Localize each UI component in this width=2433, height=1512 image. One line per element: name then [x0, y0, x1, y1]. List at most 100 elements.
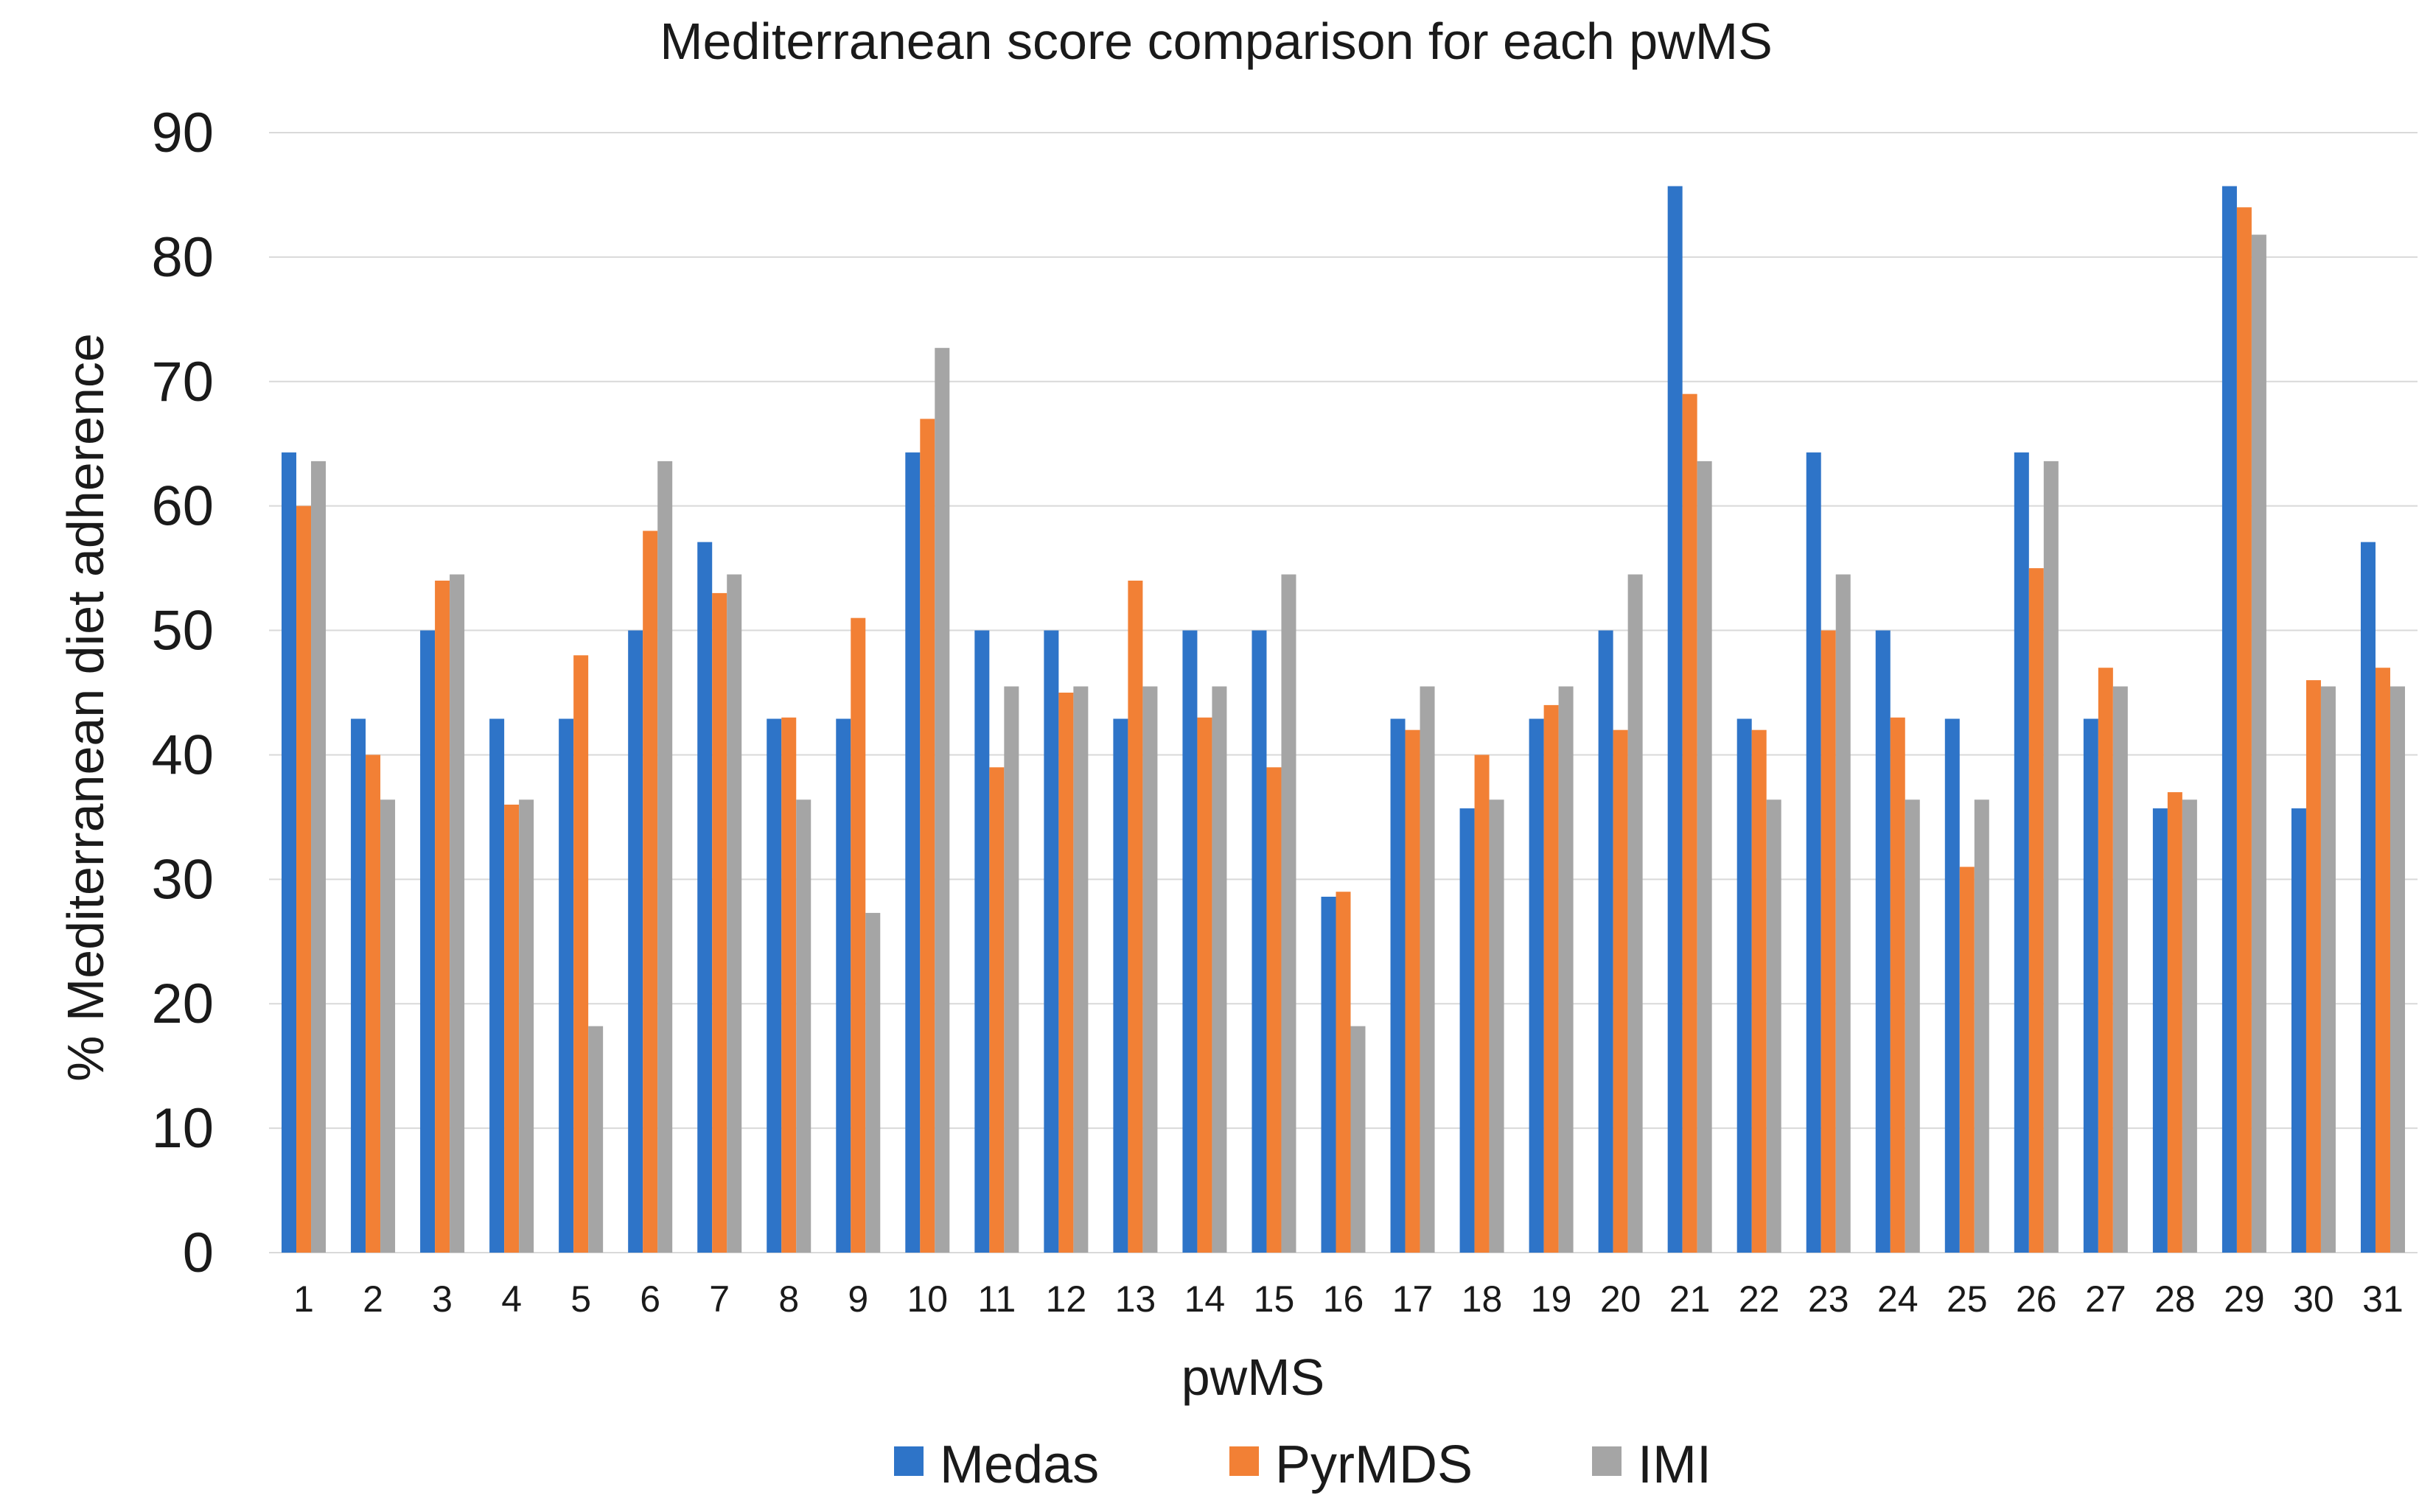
bar-medas-7 — [697, 542, 713, 1253]
bar-imi-11 — [1004, 686, 1019, 1253]
x-tick-label: 29 — [2224, 1278, 2265, 1320]
bar-imi-24 — [1905, 799, 1920, 1253]
x-tick-label: 13 — [1115, 1278, 1156, 1320]
y-tick-label: 40 — [151, 724, 214, 786]
bar-imi-13 — [1142, 686, 1158, 1253]
y-tick-label: 0 — [183, 1222, 214, 1284]
legend-swatch-pyrmds — [1229, 1446, 1259, 1476]
x-tick-label: 12 — [1046, 1278, 1087, 1320]
x-tick-label: 7 — [709, 1278, 730, 1320]
bar-pyrmds-13 — [1128, 581, 1143, 1253]
bar-medas-1 — [282, 452, 297, 1253]
bar-medas-19 — [1529, 718, 1544, 1253]
bar-medas-5 — [559, 718, 574, 1253]
legend: Medas PyrMDS IMI — [894, 1435, 1711, 1494]
bar-imi-5 — [588, 1026, 604, 1253]
bar-imi-4 — [519, 799, 534, 1253]
bar-imi-19 — [1558, 686, 1574, 1253]
bar-medas-17 — [1390, 718, 1406, 1253]
legend-label-medas: Medas — [940, 1435, 1099, 1494]
bar-imi-27 — [2112, 686, 2128, 1253]
x-tick-label: 6 — [640, 1278, 660, 1320]
bar-medas-6 — [628, 630, 643, 1253]
gridlines — [269, 132, 2418, 1253]
bar-pyrmds-19 — [1543, 704, 1559, 1253]
x-tick-label: 28 — [2154, 1278, 2196, 1320]
bar-medas-16 — [1321, 896, 1336, 1253]
bar-pyrmds-14 — [1197, 717, 1212, 1253]
x-tick-label: 14 — [1184, 1278, 1226, 1320]
bar-imi-28 — [2182, 799, 2197, 1253]
x-tick-label: 19 — [1531, 1278, 1572, 1320]
x-tick-label: 16 — [1323, 1278, 1364, 1320]
bar-imi-25 — [1974, 799, 1989, 1253]
legend-swatch-imi — [1592, 1446, 1622, 1476]
x-tick-label: 25 — [1947, 1278, 1988, 1320]
bar-medas-18 — [1459, 808, 1475, 1253]
bar-pyrmds-11 — [989, 767, 1005, 1253]
bar-pyrmds-2 — [366, 755, 381, 1253]
bar-pyrmds-23 — [1821, 630, 1836, 1253]
bar-medas-26 — [2014, 452, 2029, 1253]
bar-imi-8 — [796, 799, 811, 1253]
bar-pyrmds-7 — [712, 592, 727, 1253]
legend-swatch-medas — [894, 1446, 924, 1476]
bar-medas-13 — [1113, 718, 1128, 1253]
y-tick-label: 90 — [151, 102, 214, 164]
x-tick-label: 4 — [501, 1278, 522, 1320]
bar-medas-22 — [1736, 718, 1752, 1253]
bar-pyrmds-12 — [1058, 693, 1074, 1253]
bar-medas-9 — [836, 718, 851, 1253]
bar-medas-30 — [2291, 808, 2306, 1253]
bar-imi-3 — [450, 574, 465, 1253]
bar-pyrmds-8 — [781, 717, 797, 1253]
bar-pyrmds-28 — [2167, 792, 2182, 1253]
x-tick-label: 5 — [570, 1278, 591, 1320]
x-tick-label: 20 — [1600, 1278, 1641, 1320]
bar-medas-31 — [2360, 542, 2376, 1253]
bar-imi-30 — [2320, 686, 2336, 1253]
x-tick-label: 3 — [432, 1278, 453, 1320]
bar-medas-23 — [1806, 452, 1821, 1253]
bar-imi-29 — [2251, 234, 2266, 1253]
bar-medas-4 — [489, 718, 505, 1253]
x-tick-label: 18 — [1462, 1278, 1503, 1320]
bar-pyrmds-4 — [504, 805, 520, 1253]
bar-pyrmds-10 — [920, 419, 935, 1253]
bar-medas-27 — [2083, 718, 2098, 1253]
bar-medas-2 — [351, 718, 366, 1253]
x-axis-label: pwMS — [1181, 1348, 1324, 1406]
bar-pyrmds-5 — [573, 655, 589, 1253]
y-axis-ticks: 0 10 20 30 40 50 60 70 80 90 — [151, 102, 214, 1284]
x-tick-label: 27 — [2085, 1278, 2126, 1320]
bar-imi-16 — [1350, 1026, 1366, 1253]
bars — [282, 186, 2405, 1253]
bar-imi-1 — [311, 461, 327, 1253]
bar-imi-12 — [1073, 686, 1089, 1253]
x-tick-label: 2 — [363, 1278, 383, 1320]
bar-medas-8 — [767, 718, 782, 1253]
bar-pyrmds-21 — [1682, 393, 1697, 1253]
bar-imi-9 — [865, 912, 881, 1253]
x-tick-label: 23 — [1808, 1278, 1849, 1320]
bar-imi-2 — [380, 799, 396, 1253]
bar-imi-21 — [1697, 461, 1712, 1253]
bar-imi-22 — [1766, 799, 1781, 1253]
bar-pyrmds-16 — [1336, 892, 1351, 1253]
x-tick-label: 24 — [1877, 1278, 1919, 1320]
bar-pyrmds-29 — [2236, 207, 2252, 1253]
bar-imi-18 — [1489, 799, 1504, 1253]
bar-medas-25 — [1944, 718, 1960, 1253]
y-axis-label: % Mediterranean diet adherence — [57, 333, 114, 1082]
bar-medas-20 — [1598, 630, 1613, 1253]
bar-pyrmds-6 — [643, 531, 658, 1253]
bar-pyrmds-26 — [2028, 568, 2044, 1253]
bar-medas-14 — [1182, 630, 1198, 1253]
bar-pyrmds-20 — [1613, 729, 1628, 1253]
bar-imi-20 — [1627, 574, 1643, 1253]
bar-medas-29 — [2221, 186, 2237, 1253]
y-tick-label: 60 — [151, 475, 214, 538]
bar-medas-11 — [974, 630, 990, 1253]
chart-title: Mediterranean score comparison for each … — [660, 13, 1773, 70]
